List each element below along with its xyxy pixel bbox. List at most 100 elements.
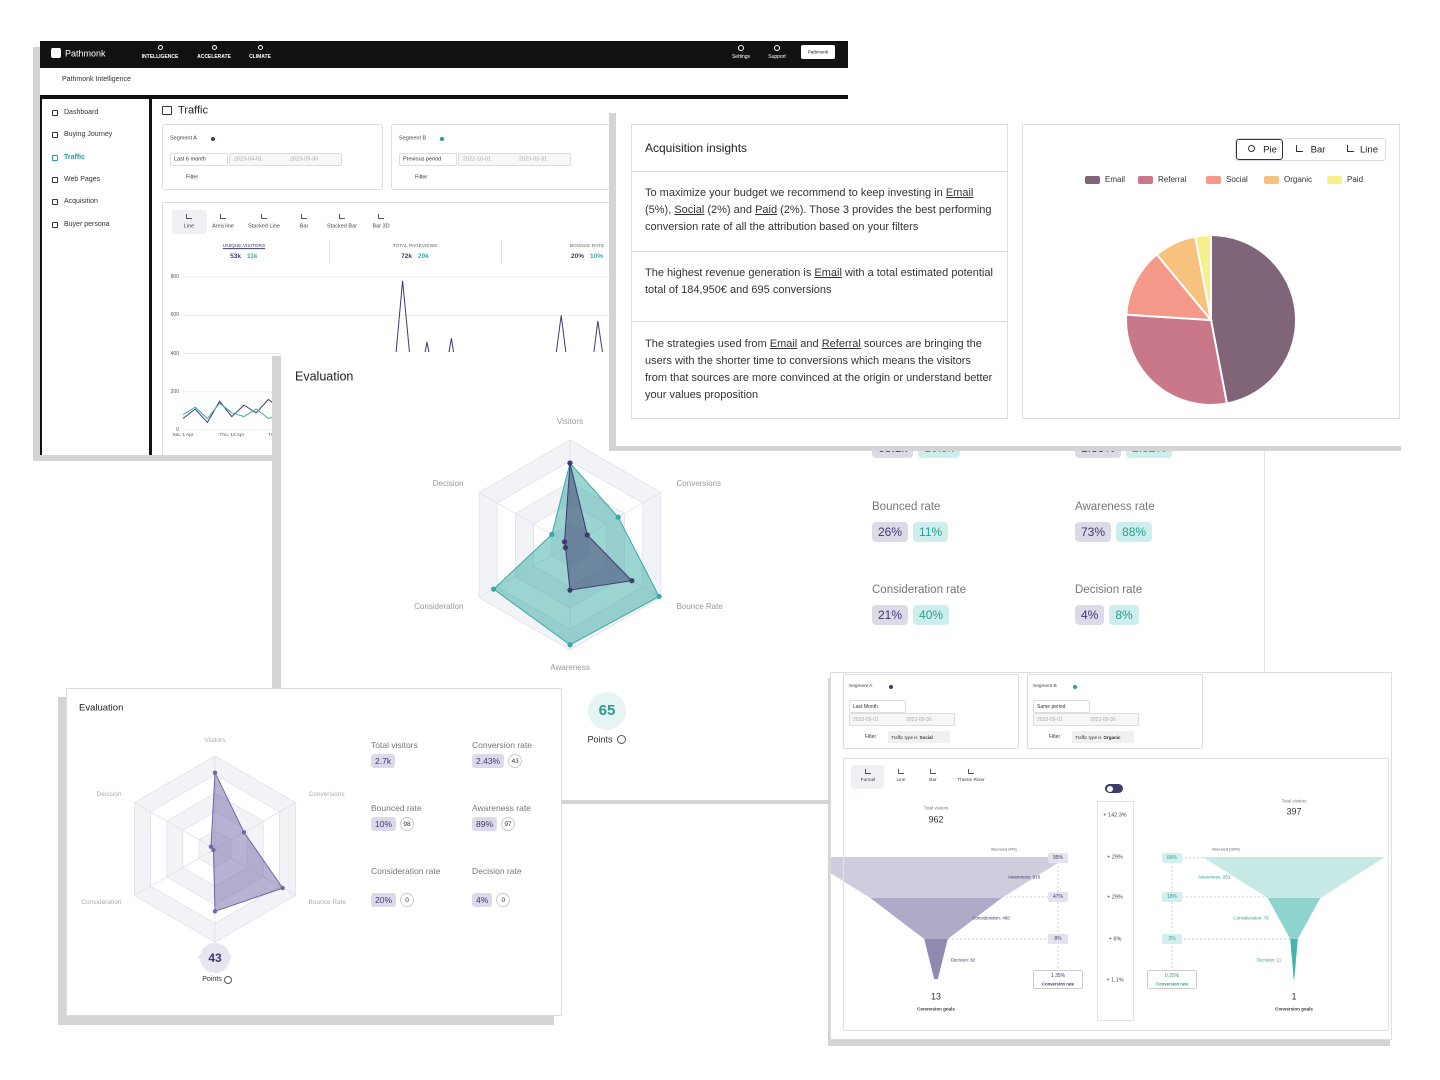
sidebar-icon <box>52 110 58 116</box>
radar-point <box>241 830 247 835</box>
radar-axis-label: Decision <box>96 791 122 799</box>
segment-label: Segment B <box>1033 684 1057 690</box>
period: Previous period <box>403 156 442 163</box>
chart-tab[interactable]: Funnel <box>860 778 876 784</box>
insight-divider <box>632 321 1007 322</box>
insight-text: (2%) and <box>704 204 756 216</box>
chart-tab[interactable]: Stacked Line <box>248 223 280 230</box>
action-icon <box>738 45 744 51</box>
stat-chip: 2.7k <box>371 754 396 768</box>
stat-label: Bounced rate <box>872 501 941 514</box>
metric-b: 10% <box>590 253 604 261</box>
stat-chip: 20% <box>371 893 397 907</box>
pie-slice <box>1193 233 1212 321</box>
stat-chips: 2.7k <box>371 753 471 769</box>
goals: 13 <box>930 991 942 1002</box>
sidebar-icon <box>52 177 58 183</box>
segment-dot <box>211 137 215 141</box>
chart-tab[interactable]: Line <box>1360 143 1378 155</box>
chart-tab[interactable]: Pie <box>1263 143 1277 155</box>
chart-tab[interactable]: Stacked Bar <box>327 223 357 230</box>
radar-axis-label: Consideration <box>414 601 464 611</box>
insight-paragraph: The strategies used from Email and Refer… <box>645 336 995 426</box>
date-end: 2023-09-30 <box>290 156 319 163</box>
date-range[interactable] <box>849 713 955 726</box>
diff-label: + 29% <box>1107 894 1123 901</box>
radar-point <box>212 909 218 914</box>
segment-label: Segment B <box>399 135 427 142</box>
filter-button[interactable]: Filter <box>415 174 428 181</box>
bounced-label: Bounced (33%) <box>1212 846 1240 852</box>
filter-button[interactable]: Filter <box>865 734 877 740</box>
nav-icon <box>211 45 217 50</box>
insight-divider <box>632 171 1007 172</box>
legend-swatch <box>1327 176 1342 184</box>
chart-tab[interactable]: Bar <box>299 223 309 230</box>
conversion-rate-label: Conversion rate <box>1156 981 1188 987</box>
chart-tab[interactable]: Bar 3D <box>372 223 390 230</box>
filter-value: Social <box>919 734 933 740</box>
tab-icon <box>1347 145 1354 152</box>
sidebar-item[interactable]: Buying Journey <box>64 130 113 138</box>
chart-tab[interactable]: Line <box>896 778 906 784</box>
nav-item[interactable]: CLIMATE <box>249 54 271 60</box>
radar-point <box>629 578 635 584</box>
sidebar-item[interactable]: Web Pages <box>64 175 101 183</box>
segment-dot <box>889 685 893 689</box>
stage-label: Consideration: 460 <box>972 915 1010 921</box>
period-select[interactable] <box>399 153 457 166</box>
radar-point <box>549 531 555 538</box>
chart-tab[interactable]: Bar <box>1310 143 1326 155</box>
sidebar-item[interactable]: Buyer persona <box>64 220 110 228</box>
metric-b: 20k <box>418 253 429 261</box>
radar-axis-label: Awareness <box>550 663 590 673</box>
panel-title: Evaluation <box>79 702 124 714</box>
period-select[interactable] <box>1033 700 1090 713</box>
stat-chips: 26% 11% <box>872 521 1032 543</box>
stat-chip: 2.43% <box>472 754 505 768</box>
sidebar-item[interactable]: Traffic <box>64 153 86 161</box>
nav-item[interactable]: ACCELERATE <box>197 54 231 60</box>
sidebar-icon <box>52 132 58 138</box>
funnel-total: 397 <box>1286 806 1302 817</box>
chart-tab[interactable]: Bar <box>929 778 937 784</box>
step-rate: 2% <box>1168 936 1176 942</box>
segment-card <box>843 674 1019 749</box>
diff-label: + 6% <box>1108 936 1122 943</box>
chart-tab[interactable]: Theme River <box>957 778 985 784</box>
pie-slice <box>1125 313 1229 406</box>
period-select[interactable] <box>170 153 228 166</box>
date-range[interactable] <box>458 153 571 166</box>
metric-label: TOTAL PAGEVIEWS <box>392 244 438 250</box>
account-box <box>801 45 835 59</box>
insight-link: Email <box>814 267 842 279</box>
stat-chips: 4% 0 <box>472 892 561 908</box>
points: 43 <box>208 950 222 965</box>
sidebar-item[interactable]: Dashboard <box>64 108 99 116</box>
metric-label: BOUNCE RATE <box>569 244 605 250</box>
period-select[interactable] <box>849 700 906 713</box>
radar-point <box>211 847 216 853</box>
radar-point <box>567 587 573 593</box>
chart-tab[interactable]: Line <box>183 223 195 230</box>
filter-button[interactable]: Filter <box>1049 734 1061 740</box>
brand-logo <box>51 48 61 58</box>
chart-tab[interactable]: Area line <box>212 223 234 230</box>
radar-axis-label: Consideration <box>81 899 122 907</box>
insight-link: Paid <box>755 204 778 216</box>
sidebar-item[interactable]: Acquisition <box>64 197 98 205</box>
filter-chip: Traffic type is Social <box>888 731 950 743</box>
filter-button[interactable]: Filter <box>186 174 199 181</box>
nav-item[interactable]: INTELLIGENCE <box>141 54 179 60</box>
rate-box <box>1048 892 1068 902</box>
date-range[interactable] <box>1033 713 1139 726</box>
top-action[interactable]: Support <box>768 54 786 60</box>
compare-toggle[interactable] <box>1105 784 1123 793</box>
top-action[interactable]: Settings <box>731 54 751 60</box>
x-tick-label: Sat, 1 Apr <box>172 433 194 439</box>
date-range[interactable] <box>229 153 342 166</box>
legend-swatch <box>1085 176 1100 184</box>
chip-b: 8% <box>1109 605 1139 625</box>
tab-icon <box>301 214 307 219</box>
diff-label: + 29% <box>1107 854 1123 861</box>
